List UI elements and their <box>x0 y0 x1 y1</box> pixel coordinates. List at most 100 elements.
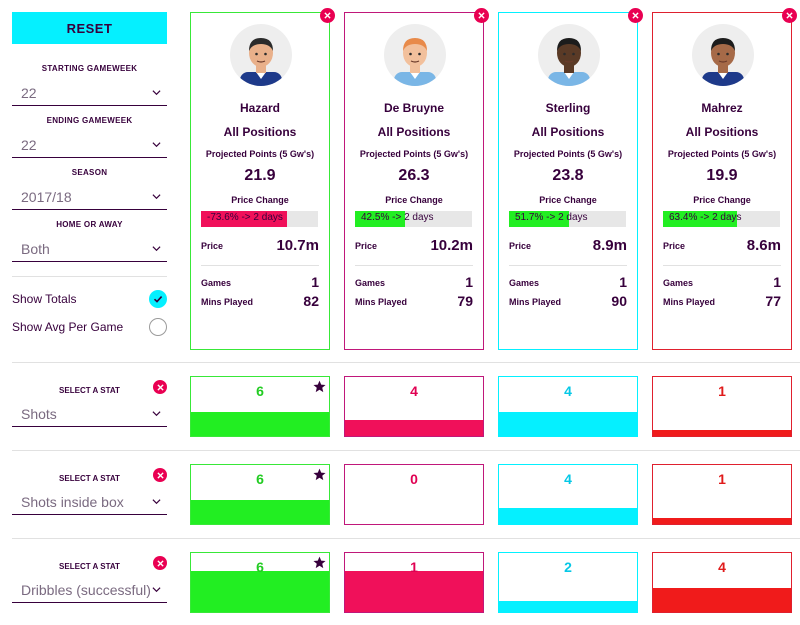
stat-bar-fill <box>653 588 791 612</box>
games-value: 1 <box>619 274 627 290</box>
close-icon <box>324 12 331 19</box>
stat-value: 1 <box>718 383 726 399</box>
starting-gameweek-select[interactable]: 22 <box>12 80 167 106</box>
price-change-text: 42.5% -> 2 days <box>361 212 434 223</box>
row-separator <box>12 362 800 363</box>
price-value: 10.2m <box>430 237 473 254</box>
row-separator <box>12 450 800 451</box>
stat-select-value: Dribbles (successful) <box>21 581 151 598</box>
unchecked-circle-icon[interactable] <box>149 318 167 336</box>
projected-points-label: Projected Points (5 Gw's) <box>513 149 623 159</box>
stat-value: 4 <box>564 383 572 399</box>
price-value: 8.9m <box>592 237 627 254</box>
player-card: Hazard All Positions Projected Points (5… <box>190 8 335 350</box>
stat-bar-fill <box>345 420 483 436</box>
select-stat-label: SELECT A STAT <box>59 386 120 395</box>
games-value: 1 <box>465 274 473 290</box>
stat-bar-fill <box>499 601 637 612</box>
price-change-fill <box>355 211 405 227</box>
select-stat-label: SELECT A STAT <box>59 562 120 571</box>
show-totals-toggle[interactable]: Show Totals <box>12 288 167 310</box>
player-card: De Bruyne All Positions Projected Points… <box>344 8 489 350</box>
star-icon <box>313 556 326 569</box>
stat-select-value: Shots <box>21 405 57 422</box>
games-value: 1 <box>773 274 781 290</box>
remove-player-button[interactable] <box>474 8 489 23</box>
home-away-value: Both <box>21 240 50 257</box>
games-label: Games <box>201 278 232 288</box>
projected-points-value: 26.3 <box>398 167 430 184</box>
mins-played-label: Mins Played <box>355 297 408 307</box>
price-change-fill <box>509 211 570 227</box>
stat-value: 4 <box>410 383 418 399</box>
projected-points-label: Projected Points (5 Gw's) <box>667 149 777 159</box>
chevron-down-icon <box>152 587 161 593</box>
player-position: All Positions <box>377 125 451 139</box>
remove-player-button[interactable] <box>320 8 335 23</box>
stat-value-box: 2 <box>498 552 638 613</box>
check-icon[interactable] <box>149 290 167 308</box>
stat-value: 1 <box>718 471 726 487</box>
show-avg-toggle[interactable]: Show Avg Per Game <box>12 316 167 338</box>
stat-value: 0 <box>410 471 418 487</box>
stat-select[interactable]: Dribbles (successful) <box>12 577 167 603</box>
price-label: Price <box>509 241 532 251</box>
season-value: 2017/18 <box>21 188 72 205</box>
star-icon <box>313 380 326 393</box>
player-position: All Positions <box>531 125 605 139</box>
price-change-bar: 42.5% -> 2 days <box>355 211 472 227</box>
stat-value: 1 <box>410 559 418 575</box>
stat-value: 6 <box>256 559 264 575</box>
stat-bar-fill <box>499 508 637 524</box>
stat-value-box: 6 <box>190 552 330 613</box>
ending-gameweek-select[interactable]: 22 <box>12 132 167 158</box>
reset-button[interactable]: RESET <box>12 12 167 44</box>
player-avatar <box>384 24 446 86</box>
remove-stat-button[interactable] <box>153 556 167 570</box>
chevron-down-icon <box>152 142 161 148</box>
card-divider <box>509 265 627 266</box>
projected-points-label: Projected Points (5 Gw's) <box>359 149 469 159</box>
price-change-text: 63.4% -> 2 days <box>669 212 742 223</box>
stat-select[interactable]: Shots <box>12 401 167 427</box>
remove-stat-button[interactable] <box>153 468 167 482</box>
price-change-label: Price Change <box>231 195 289 205</box>
stat-value: 4 <box>564 471 572 487</box>
price-label: Price <box>201 241 224 251</box>
show-totals-label: Show Totals <box>12 292 77 306</box>
price-label: Price <box>355 241 378 251</box>
price-change-text: -73.6% -> 2 days <box>207 212 283 223</box>
stat-bar-fill <box>191 412 329 436</box>
player-card: Mahrez All Positions Projected Points (5… <box>652 8 797 350</box>
ending-gameweek-label: ENDING GAMEWEEK <box>46 116 133 125</box>
starting-gameweek-value: 22 <box>21 84 37 101</box>
chevron-down-icon <box>152 90 161 96</box>
home-away-select[interactable]: Both <box>12 236 167 262</box>
price-change-label: Price Change <box>693 195 751 205</box>
select-stat-label: SELECT A STAT <box>59 474 120 483</box>
stat-bar-fill <box>653 518 791 524</box>
stat-value-box: 1 <box>344 552 484 613</box>
sidebar-divider <box>12 276 167 277</box>
price-label: Price <box>663 241 686 251</box>
remove-player-button[interactable] <box>782 8 797 23</box>
games-label: Games <box>509 278 540 288</box>
close-icon <box>156 383 164 391</box>
stat-value: 6 <box>256 383 264 399</box>
remove-stat-button[interactable] <box>153 380 167 394</box>
card-divider <box>663 265 781 266</box>
season-select[interactable]: 2017/18 <box>12 184 167 210</box>
card-divider <box>355 265 473 266</box>
player-name: Mahrez <box>701 101 743 115</box>
remove-player-button[interactable] <box>628 8 643 23</box>
mins-played-value: 77 <box>765 293 781 309</box>
stat-bar-fill <box>499 412 637 436</box>
projected-points-value: 23.8 <box>552 167 584 184</box>
chevron-down-icon <box>152 499 161 505</box>
price-change-bar: 51.7% -> 2 days <box>509 211 626 227</box>
stat-select[interactable]: Shots inside box <box>12 489 167 515</box>
price-change-text: 51.7% -> 2 days <box>515 212 588 223</box>
starting-gameweek-label: STARTING GAMEWEEK <box>41 64 138 73</box>
mins-played-label: Mins Played <box>663 297 716 307</box>
stat-value: 6 <box>256 471 264 487</box>
